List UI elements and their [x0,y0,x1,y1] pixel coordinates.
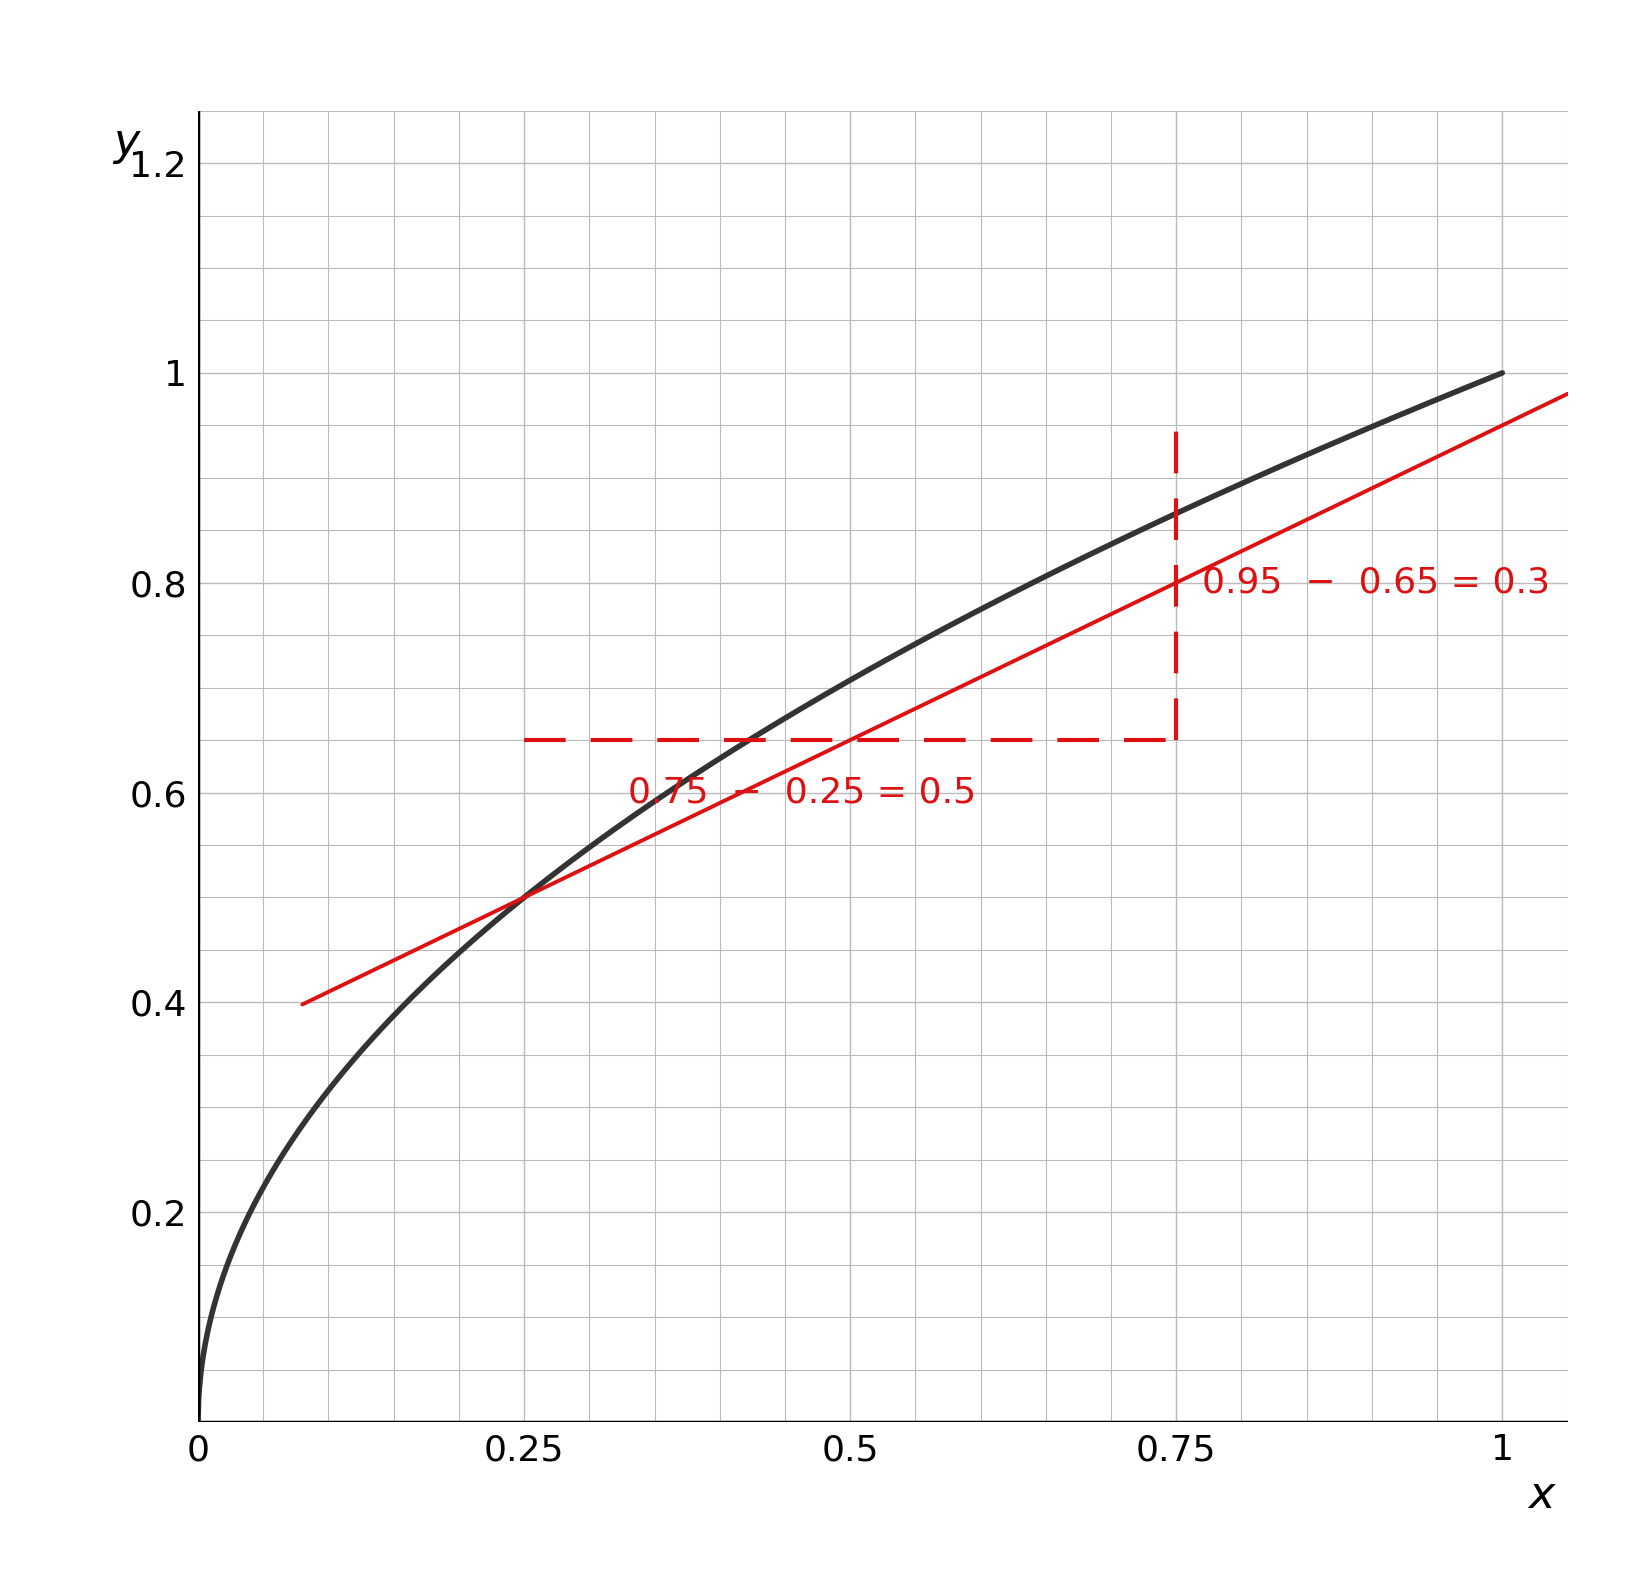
Text: x: x [1528,1474,1554,1517]
Text: y: y [114,120,140,164]
Text: 0.95  −  0.65 = 0.3: 0.95 − 0.65 = 0.3 [1203,566,1551,600]
Text: 0.75  −  0.25 = 0.5: 0.75 − 0.25 = 0.5 [629,776,977,809]
